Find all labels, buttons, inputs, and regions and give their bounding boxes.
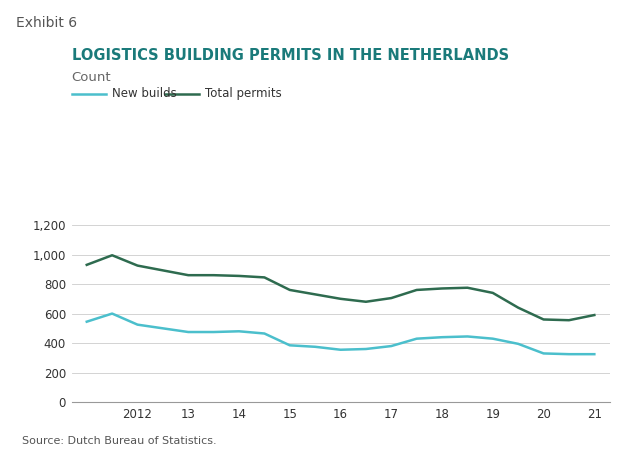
Text: New builds: New builds xyxy=(112,87,177,100)
Text: Source: Dutch Bureau of Statistics.: Source: Dutch Bureau of Statistics. xyxy=(22,436,216,446)
Text: Count: Count xyxy=(72,71,111,84)
Text: Exhibit 6: Exhibit 6 xyxy=(16,16,77,30)
Text: Total permits: Total permits xyxy=(205,87,282,100)
Text: LOGISTICS BUILDING PERMITS IN THE NETHERLANDS: LOGISTICS BUILDING PERMITS IN THE NETHER… xyxy=(72,48,509,63)
